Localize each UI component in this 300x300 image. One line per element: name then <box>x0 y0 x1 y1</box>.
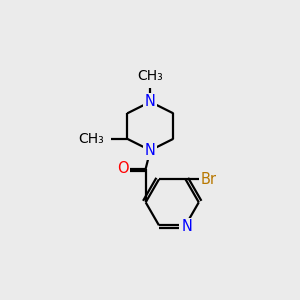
Text: N: N <box>145 143 156 158</box>
Text: O: O <box>117 161 128 176</box>
Text: Br: Br <box>201 172 217 187</box>
Text: CH₃: CH₃ <box>78 132 104 146</box>
Text: N: N <box>145 94 156 109</box>
Text: CH₃: CH₃ <box>137 69 163 83</box>
Text: N: N <box>181 219 192 234</box>
